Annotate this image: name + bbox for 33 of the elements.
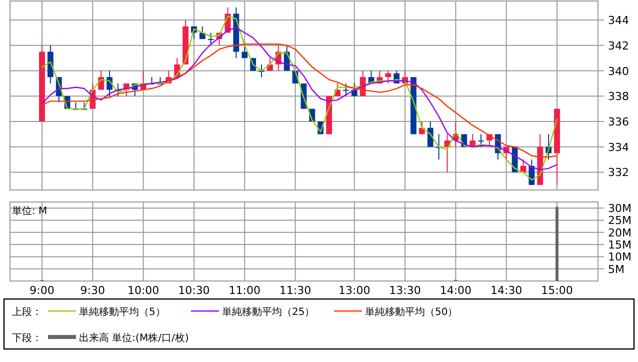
legend-title: 下段：	[12, 332, 42, 344]
x-tick-label: 13:00	[338, 284, 370, 297]
line-series	[41, 44, 558, 158]
y-tick-label: 336	[608, 116, 629, 129]
x-tick-label: 14:30	[490, 284, 522, 297]
x-tick-label: 11:30	[279, 284, 312, 297]
y-tick-label: 334	[608, 140, 629, 154]
legend-label: 単純移動平均（5）	[79, 306, 166, 318]
legend-label: 単純移動平均（25）	[222, 306, 315, 318]
legend-label: 出来高 単位:(M株/口/枚)	[79, 332, 189, 344]
y-tick-label: 20M	[608, 226, 632, 240]
y-tick-label: 5M	[608, 262, 624, 276]
x-tick-label: 10:30	[178, 284, 210, 297]
x-tick-label: 9:00	[30, 284, 54, 297]
y-tick-label: 332	[608, 166, 629, 180]
x-tick-label: 11:00	[228, 284, 260, 297]
legend-title: 上段：	[12, 306, 42, 318]
y-tick-label: 340	[608, 64, 629, 78]
y-tick-label: 25M	[608, 214, 632, 228]
y-tick-label: 342	[608, 39, 629, 52]
legend-label: 単純移動平均（50）	[365, 306, 458, 318]
x-tick-label: 15:00	[541, 284, 573, 297]
x-tick-label: 9:30	[80, 284, 106, 297]
x-tick-label: 10:00	[127, 284, 160, 297]
y-tick-label: 338	[608, 90, 629, 104]
y-tick-label: 15M	[608, 238, 632, 252]
x-tick-label: 13:30	[389, 284, 421, 297]
annotation: 単位: M	[12, 205, 48, 217]
x-tick-label: 14:00	[440, 284, 472, 297]
y-tick-label: 30M	[608, 202, 632, 216]
bar	[556, 206, 558, 281]
y-tick-label: 344	[608, 14, 629, 28]
y-tick-label: 10M	[608, 250, 632, 264]
